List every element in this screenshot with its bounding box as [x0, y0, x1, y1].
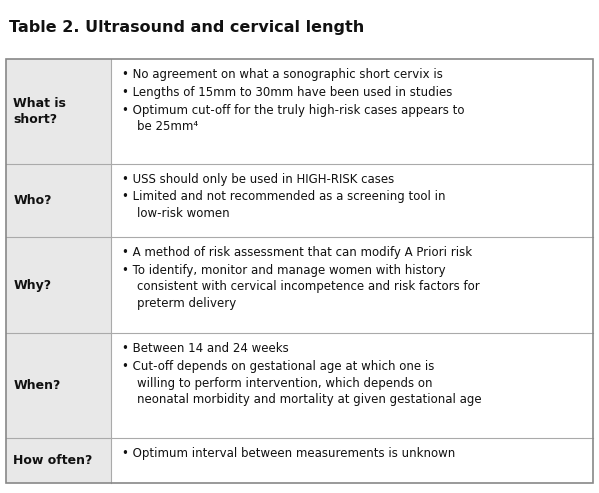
Text: • No agreement on what a sonographic short cervix is: • No agreement on what a sonographic sho… [122, 68, 443, 81]
Text: When?: When? [13, 379, 60, 392]
Bar [111, 237, 593, 333]
Text: How often?: How often? [13, 454, 93, 467]
Text: • Limited and not recommended as a screening tool in
    low-risk women: • Limited and not recommended as a scree… [122, 190, 445, 220]
Text: Why?: Why? [13, 279, 52, 292]
Bar [6, 333, 111, 438]
Bar [6, 237, 111, 333]
Bar [111, 164, 593, 237]
Text: • Cut-off depends on gestational age at which one is
    willing to perform inte: • Cut-off depends on gestational age at … [122, 360, 481, 406]
Text: What is
short?: What is short? [13, 97, 66, 126]
Text: • Lengths of 15mm to 30mm have been used in studies: • Lengths of 15mm to 30mm have been used… [122, 86, 452, 99]
Text: Who?: Who? [13, 194, 52, 207]
Text: • Optimum interval between measurements is unknown: • Optimum interval between measurements … [122, 447, 455, 460]
Bar [6, 59, 111, 164]
Text: Table 2. Ultrasound and cervical length: Table 2. Ultrasound and cervical length [9, 20, 364, 35]
Bar [111, 59, 593, 164]
Bar [111, 333, 593, 438]
Bar [6, 438, 111, 483]
Text: • Between 14 and 24 weeks: • Between 14 and 24 weeks [122, 342, 288, 355]
Text: • USS should only be used in HIGH-RISK cases: • USS should only be used in HIGH-RISK c… [122, 173, 394, 186]
Bar [6, 59, 593, 483]
Bar [6, 164, 111, 237]
Text: • Optimum cut-off for the truly high-risk cases appears to
    be 25mm⁴: • Optimum cut-off for the truly high-ris… [122, 104, 464, 133]
Text: • A method of risk assessment that can modify A Priori risk: • A method of risk assessment that can m… [122, 246, 472, 259]
Bar [111, 438, 593, 483]
Text: • To identify, monitor and manage women with history
    consistent with cervica: • To identify, monitor and manage women … [122, 264, 479, 310]
